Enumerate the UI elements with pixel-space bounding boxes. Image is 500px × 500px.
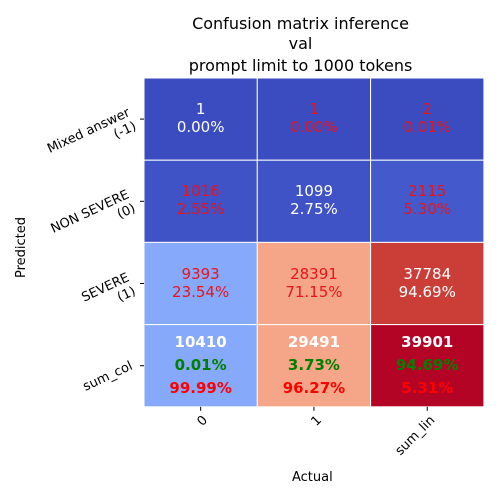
cell-label: 10410 [145,334,257,351]
x-axis-title: Actual [292,470,333,485]
cell-label: 1 [258,101,370,118]
cell-label: 94.69% [371,284,483,301]
cell-label: 0.00% [258,119,370,136]
cell-label: 2.55% [145,201,257,218]
cell-label: 9393 [145,266,257,283]
cell-label: 1099 [258,183,370,200]
cell-label: 23.54% [145,284,257,301]
cell-label: 71.15% [258,284,370,301]
cell-label: 2.75% [258,201,370,218]
cell-label: 0.01% [371,119,483,136]
cell-label: 5.31% [371,380,483,397]
cell-label: 1016 [145,183,257,200]
cell-label: 99.99% [145,380,257,397]
cell-label: 5.30% [371,201,483,218]
y-axis-title: Predicted [14,217,29,278]
cell-label: 1 [145,101,257,118]
cell-label: 3.73% [258,357,370,374]
cell-label: 37784 [371,266,483,283]
cell-label: 2115 [371,183,483,200]
cell-label: 39901 [371,334,483,351]
cell-label: 0.00% [145,119,257,136]
cell-label: 28391 [258,266,370,283]
cell-label: 29491 [258,334,370,351]
cell-label: 96.27% [258,380,370,397]
cell-label: 0.01% [145,357,257,374]
cell-label: 94.69% [371,357,483,374]
cell-label: 2 [371,101,483,118]
